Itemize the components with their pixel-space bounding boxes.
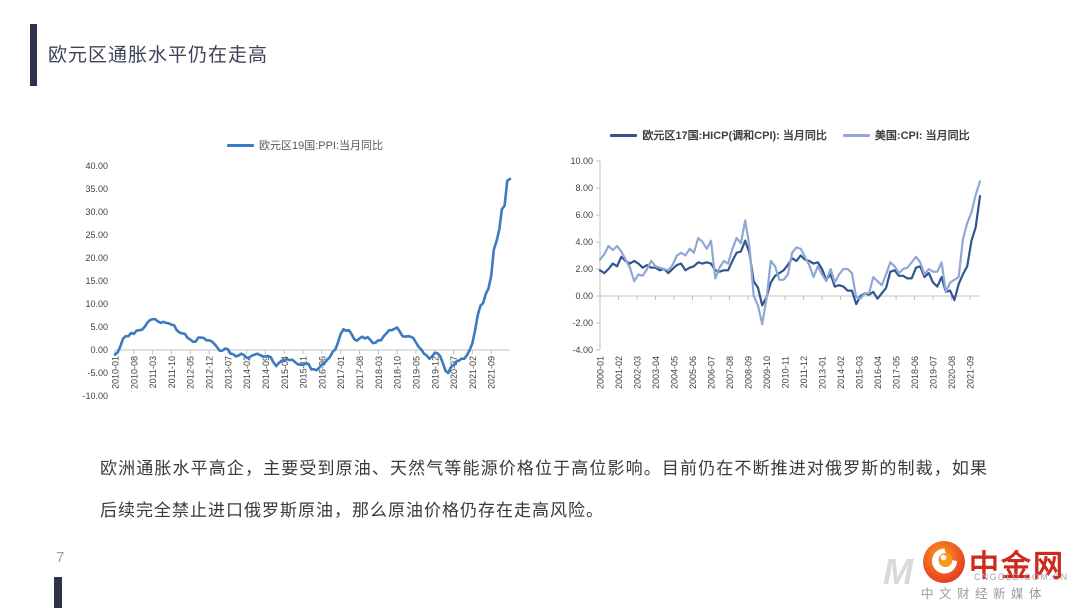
footer-accent-bar — [54, 577, 62, 608]
page-title: 欧元区通胀水平仍在走高 — [48, 45, 269, 66]
svg-text:2015-04: 2015-04 — [280, 356, 290, 389]
svg-text:2011-10: 2011-10 — [167, 356, 177, 388]
svg-text:2017-01: 2017-01 — [336, 356, 346, 389]
svg-text:30.00: 30.00 — [85, 207, 108, 217]
brand-logo: M 中金网 CNGOLD.COM.CN 中文财经新媒体 — [875, 539, 1075, 603]
svg-text:2007-08: 2007-08 — [725, 356, 735, 389]
svg-text:15.00: 15.00 — [85, 276, 108, 286]
svg-text:35.00: 35.00 — [85, 184, 108, 194]
svg-text:2020-07: 2020-07 — [449, 356, 459, 389]
svg-text:2008-09: 2008-09 — [744, 356, 754, 389]
svg-text:0.00: 0.00 — [575, 291, 593, 301]
watermark-letter: M — [883, 551, 913, 592]
legend-item-uscpi: 美国:CPI: 当月同比 — [842, 127, 970, 143]
svg-text:2011-12: 2011-12 — [799, 356, 809, 388]
page-number: 7 — [56, 549, 65, 566]
legend-label: 欧元区19国:PPI:当月同比 — [258, 140, 384, 152]
brand-domain: CNGOLD.COM.CN — [974, 572, 1069, 582]
svg-text:2017-05: 2017-05 — [892, 356, 902, 389]
svg-text:2016-06: 2016-06 — [317, 356, 327, 389]
brand-swirl-icon — [923, 541, 965, 583]
brand-tagline: 中文财经新媒体 — [921, 587, 1048, 601]
svg-text:-2.00: -2.00 — [572, 318, 593, 328]
svg-text:-5.00: -5.00 — [87, 368, 108, 378]
ppi-chart-canvas: -10.00 -5.00 0.00 5.00 10.00 15.00 20.00 25.00 3… — [82, 161, 512, 401]
svg-text:2020-08: 2020-08 — [947, 356, 957, 389]
svg-text:8.00: 8.00 — [575, 183, 593, 193]
svg-text:20.00: 20.00 — [85, 253, 108, 263]
ppi-chart-legend: 欧元区19国:PPI:当月同比 — [80, 135, 530, 155]
legend-line-swatch — [226, 143, 254, 147]
svg-text:40.00: 40.00 — [85, 161, 108, 171]
svg-text:2017-08: 2017-08 — [355, 356, 365, 389]
svg-text:2013-07: 2013-07 — [223, 356, 233, 389]
svg-text:10.00: 10.00 — [570, 156, 593, 166]
svg-text:2015-03: 2015-03 — [855, 356, 865, 389]
svg-text:2015-11: 2015-11 — [299, 356, 309, 388]
svg-text:2.00: 2.00 — [575, 264, 593, 274]
svg-text:2010-01: 2010-01 — [111, 356, 121, 389]
body-paragraph: 欧洲通胀水平高企，主要受到原油、天然气等能源价格位于高位影响。目前仍在不断推进对… — [100, 459, 988, 520]
svg-text:2000-01: 2000-01 — [596, 356, 606, 389]
legend-line-swatch — [842, 133, 870, 137]
svg-text:2012-05: 2012-05 — [186, 356, 196, 389]
svg-text:2010-11: 2010-11 — [781, 356, 791, 388]
svg-text:2003-04: 2003-04 — [651, 356, 661, 389]
svg-text:2014-02: 2014-02 — [242, 356, 252, 389]
svg-text:2016-04: 2016-04 — [873, 356, 883, 389]
svg-text:2013-01: 2013-01 — [818, 356, 828, 389]
svg-text:2018-03: 2018-03 — [374, 356, 384, 389]
svg-text:2021-02: 2021-02 — [468, 356, 478, 389]
svg-text:2019-12: 2019-12 — [430, 356, 440, 389]
svg-text:-10.00: -10.00 — [82, 391, 108, 401]
svg-text:2006-07: 2006-07 — [707, 356, 717, 389]
legend-label: 欧元区17国:HICP(调和CPI): 当月同比 — [642, 130, 827, 142]
svg-text:2014-09: 2014-09 — [261, 356, 271, 389]
svg-text:2004-05: 2004-05 — [670, 356, 680, 389]
svg-text:2019-05: 2019-05 — [411, 356, 421, 389]
title-accent-bar — [30, 24, 37, 86]
svg-text:2021-09: 2021-09 — [966, 356, 976, 389]
cpi-chart-canvas: -4.00 -2.00 0.00 2.00 4.00 6.00 8.00 10.00 2000-… — [570, 156, 982, 389]
svg-text:2021-09: 2021-09 — [487, 356, 497, 389]
legend-item-hicp: 欧元区17国:HICP(调和CPI): 当月同比 — [610, 127, 827, 143]
svg-text:10.00: 10.00 — [85, 299, 108, 309]
svg-text:-4.00: -4.00 — [572, 345, 593, 355]
svg-text:2009-10: 2009-10 — [762, 356, 772, 389]
cpi-chart-legend: 欧元区17国:HICP(调和CPI): 当月同比 美国:CPI: 当月同比 — [555, 125, 1025, 145]
legend-line-swatch — [610, 133, 638, 137]
svg-text:2001-02: 2001-02 — [614, 356, 624, 389]
ppi-chart: 欧元区19国:PPI:当月同比 -10.00 -5.00 0.00 5.00 10.00… — [80, 135, 530, 415]
cpi-chart: 欧元区17国:HICP(调和CPI): 当月同比 美国:CPI: 当月同比 -4… — [555, 125, 1025, 410]
svg-text:2010-08: 2010-08 — [129, 356, 139, 389]
svg-text:2005-06: 2005-06 — [688, 356, 698, 389]
svg-text:2018-06: 2018-06 — [910, 356, 920, 389]
svg-text:0.00: 0.00 — [90, 345, 108, 355]
svg-text:2011-03: 2011-03 — [148, 356, 158, 388]
svg-text:5.00: 5.00 — [90, 322, 108, 332]
svg-text:2014-02: 2014-02 — [836, 356, 846, 389]
svg-text:25.00: 25.00 — [85, 230, 108, 240]
svg-text:2018-10: 2018-10 — [393, 356, 403, 389]
brand-name: 中金网 — [969, 550, 1065, 583]
svg-text:6.00: 6.00 — [575, 210, 593, 220]
legend-label: 美国:CPI: 当月同比 — [874, 130, 970, 142]
svg-text:2019-07: 2019-07 — [929, 356, 939, 389]
svg-text:4.00: 4.00 — [575, 237, 593, 247]
legend-item-ppi: 欧元区19国:PPI:当月同比 — [226, 137, 384, 153]
svg-text:2002-03: 2002-03 — [633, 356, 643, 389]
svg-text:2012-12: 2012-12 — [205, 356, 215, 389]
